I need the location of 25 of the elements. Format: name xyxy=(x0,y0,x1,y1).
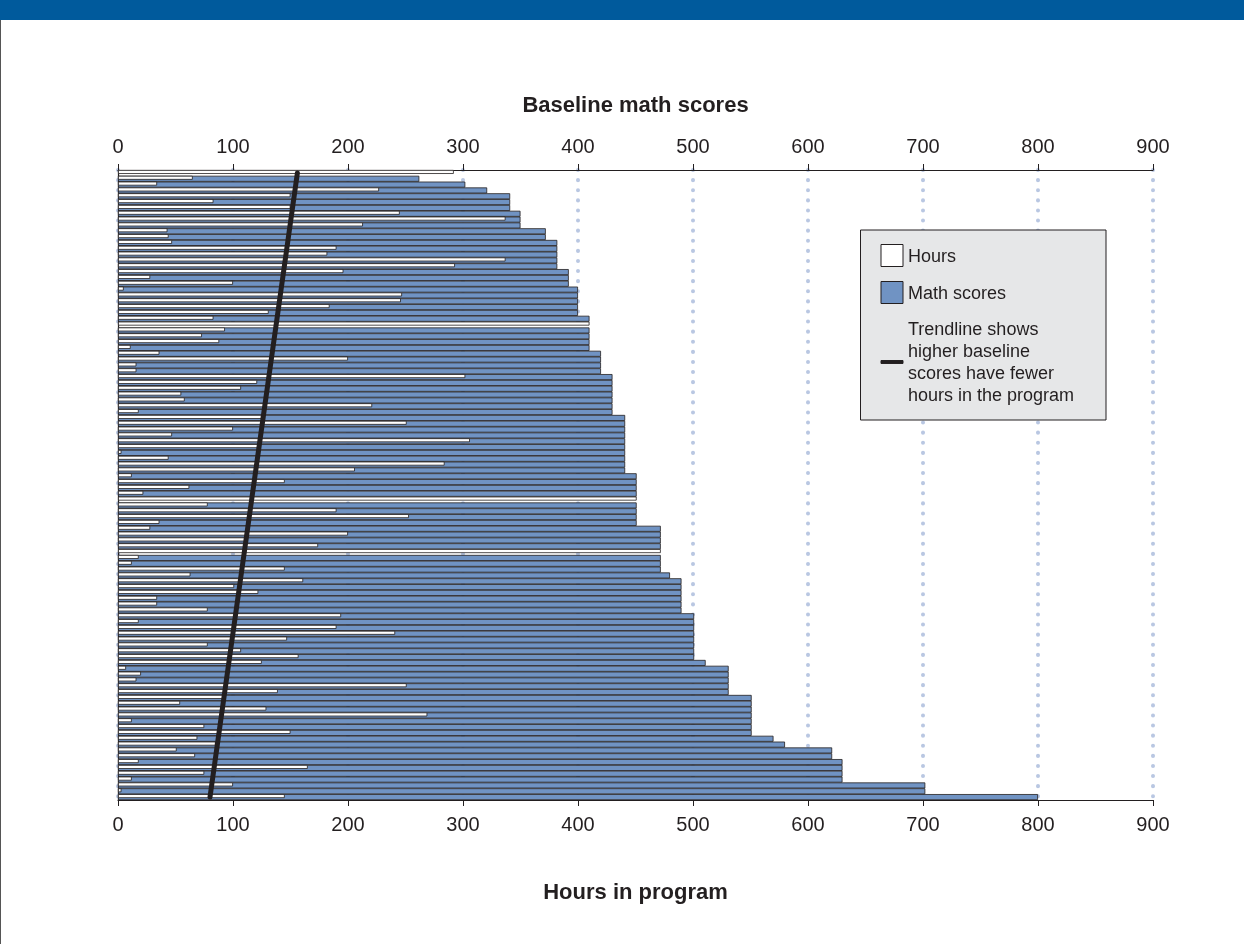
x-tick-label: 700 xyxy=(906,813,940,835)
x2-tick-label: 0 xyxy=(112,135,124,157)
x-tick-label: 600 xyxy=(791,813,825,835)
x-tick-label: 300 xyxy=(446,813,480,835)
legend-label: Hours xyxy=(908,245,957,266)
x-tick-label: 800 xyxy=(1021,813,1055,835)
x2-tick-label: 500 xyxy=(676,135,710,157)
x2-tick-label: 600 xyxy=(791,135,825,157)
legend-label: Trendline shows higher baseline scores have fewer hours in the program xyxy=(908,319,1075,405)
x-tick-label: 900 xyxy=(1136,813,1170,835)
x2-tick-label: 400 xyxy=(561,135,595,157)
x2-tick-label: 900 xyxy=(1136,135,1170,157)
x2-tick-label: 200 xyxy=(331,135,365,157)
x-axis-title: Hours in program xyxy=(543,878,728,904)
legend-label: Math scores xyxy=(908,282,1007,303)
x2-tick-label: 800 xyxy=(1021,135,1055,157)
x2-axis-title: Baseline math scores xyxy=(522,91,749,117)
x-tick-label: 0 xyxy=(112,813,124,835)
x2-tick-label: 700 xyxy=(906,135,940,157)
x-tick-label: 100 xyxy=(216,813,250,835)
x-tick-label: 400 xyxy=(561,813,595,835)
x-tick-label: 200 xyxy=(331,813,365,835)
x-tick-label: 500 xyxy=(676,813,710,835)
x2-tick-label: 300 xyxy=(446,135,480,157)
x2-tick-label: 100 xyxy=(216,135,250,157)
